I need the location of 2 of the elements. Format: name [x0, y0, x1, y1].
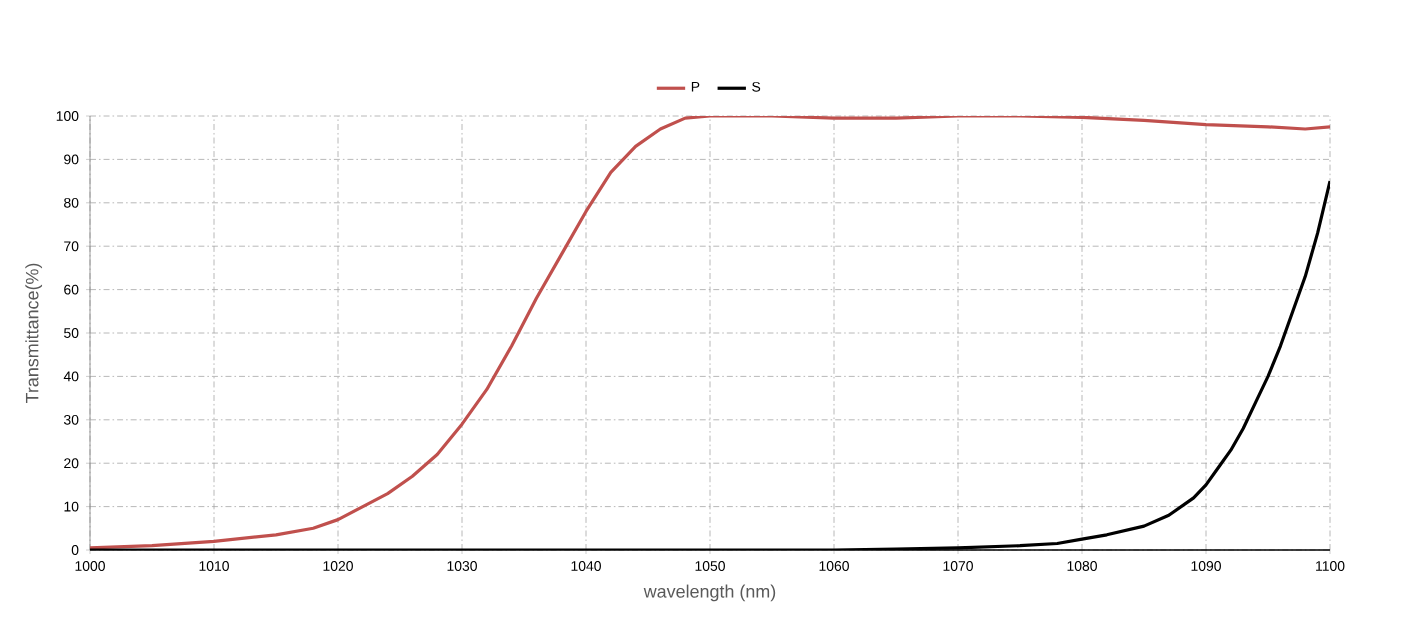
y-axis-title: Transmittance(%) — [25, 263, 43, 404]
x-axis-title: wavelength (nm) — [643, 584, 776, 602]
